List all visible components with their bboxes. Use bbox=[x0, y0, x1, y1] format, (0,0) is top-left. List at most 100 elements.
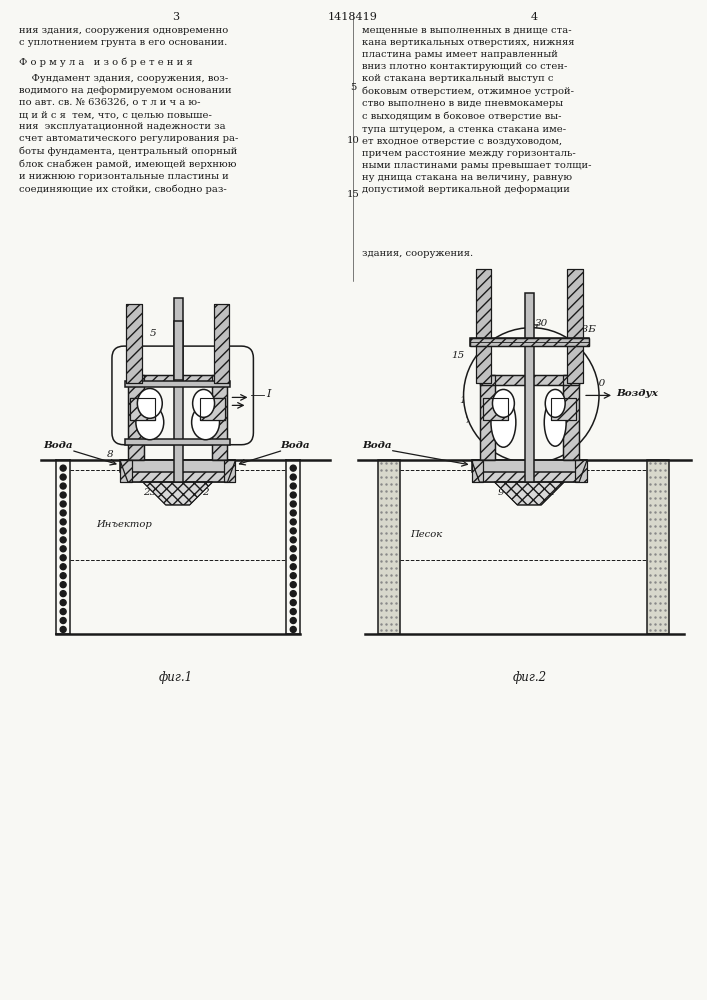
Bar bbox=[469, 338, 589, 346]
Text: фиг.2: фиг.2 bbox=[513, 671, 547, 684]
Text: 7: 7 bbox=[464, 416, 471, 425]
Bar bbox=[120, 460, 132, 482]
Text: 8: 8 bbox=[107, 450, 113, 459]
Circle shape bbox=[60, 582, 66, 588]
Ellipse shape bbox=[493, 389, 515, 417]
Bar bbox=[479, 375, 579, 385]
Ellipse shape bbox=[544, 398, 566, 446]
Circle shape bbox=[291, 501, 296, 507]
Bar bbox=[472, 460, 484, 482]
Circle shape bbox=[60, 510, 66, 516]
Text: мещенные в выполненных в днище ста-
кана вертикальных отверстиях, нижняя
пластин: мещенные в выполненных в днище ста- кана… bbox=[362, 26, 592, 194]
Bar bbox=[125, 381, 230, 387]
Bar bbox=[126, 304, 142, 383]
Bar bbox=[130, 398, 155, 420]
Bar bbox=[563, 375, 579, 460]
Bar bbox=[567, 269, 583, 383]
Ellipse shape bbox=[136, 405, 164, 440]
Bar bbox=[130, 398, 155, 420]
Circle shape bbox=[60, 528, 66, 534]
Bar bbox=[469, 338, 589, 346]
Text: 15: 15 bbox=[451, 351, 464, 360]
Circle shape bbox=[291, 627, 296, 632]
Circle shape bbox=[60, 564, 66, 570]
Bar bbox=[567, 269, 583, 383]
Bar bbox=[476, 269, 491, 383]
Text: 15: 15 bbox=[346, 190, 359, 199]
Circle shape bbox=[60, 501, 66, 507]
Bar bbox=[525, 293, 534, 482]
Polygon shape bbox=[143, 482, 213, 505]
Circle shape bbox=[291, 609, 296, 615]
Text: 12: 12 bbox=[459, 396, 472, 405]
Text: 3: 3 bbox=[117, 401, 124, 410]
Bar bbox=[214, 304, 230, 383]
Text: 5: 5 bbox=[149, 329, 156, 338]
Bar bbox=[214, 304, 230, 383]
Circle shape bbox=[291, 573, 296, 579]
Circle shape bbox=[60, 591, 66, 597]
Text: II: II bbox=[530, 324, 539, 334]
Circle shape bbox=[291, 483, 296, 489]
Circle shape bbox=[60, 546, 66, 552]
Text: 5: 5 bbox=[350, 83, 356, 92]
Bar bbox=[199, 398, 225, 420]
Circle shape bbox=[60, 465, 66, 471]
Text: 3: 3 bbox=[172, 12, 180, 22]
Bar bbox=[199, 398, 225, 420]
Text: 4: 4 bbox=[531, 12, 538, 22]
Text: Вода: Вода bbox=[362, 441, 392, 450]
Text: 30: 30 bbox=[534, 319, 548, 328]
Circle shape bbox=[60, 555, 66, 561]
Circle shape bbox=[291, 564, 296, 570]
Text: ния здания, сооружения одновременно
с уплотнением грунта в его основании.: ния здания, сооружения одновременно с уп… bbox=[19, 26, 228, 47]
Bar bbox=[211, 375, 228, 460]
Circle shape bbox=[291, 591, 296, 597]
Circle shape bbox=[291, 474, 296, 480]
Bar bbox=[484, 398, 508, 420]
Bar bbox=[120, 460, 132, 482]
Polygon shape bbox=[494, 482, 564, 505]
Circle shape bbox=[464, 328, 599, 463]
FancyBboxPatch shape bbox=[112, 346, 253, 445]
Bar bbox=[211, 375, 228, 460]
Text: Песок: Песок bbox=[410, 530, 442, 539]
Text: I: I bbox=[267, 389, 271, 399]
Bar bbox=[575, 460, 587, 482]
Bar bbox=[199, 398, 225, 420]
Bar bbox=[128, 375, 144, 460]
Text: 13Б: 13Б bbox=[575, 325, 597, 334]
Circle shape bbox=[291, 582, 296, 588]
Text: 10: 10 bbox=[592, 379, 606, 388]
Circle shape bbox=[60, 600, 66, 606]
Circle shape bbox=[291, 510, 296, 516]
Bar bbox=[130, 398, 155, 420]
Text: 20: 20 bbox=[580, 406, 594, 415]
Circle shape bbox=[60, 519, 66, 525]
Circle shape bbox=[291, 528, 296, 534]
Text: 14: 14 bbox=[542, 488, 556, 497]
Bar bbox=[378, 460, 400, 634]
Bar bbox=[479, 375, 496, 460]
Ellipse shape bbox=[192, 389, 214, 417]
Text: здания, сооружения.: здания, сооружения. bbox=[362, 249, 473, 258]
Bar bbox=[174, 298, 182, 482]
Bar bbox=[130, 398, 155, 420]
Bar bbox=[128, 375, 228, 385]
Bar bbox=[174, 321, 182, 380]
Bar bbox=[563, 375, 579, 460]
Bar bbox=[223, 460, 235, 482]
Circle shape bbox=[291, 537, 296, 543]
Bar bbox=[551, 398, 576, 420]
Circle shape bbox=[60, 474, 66, 480]
Polygon shape bbox=[120, 460, 235, 482]
Text: 2: 2 bbox=[202, 488, 209, 497]
Bar bbox=[479, 375, 496, 460]
Text: 9: 9 bbox=[498, 488, 505, 497]
Text: 29: 29 bbox=[171, 488, 185, 497]
Text: Вода: Вода bbox=[281, 441, 310, 450]
Text: 11: 11 bbox=[214, 401, 227, 410]
Bar bbox=[128, 375, 228, 385]
Circle shape bbox=[291, 555, 296, 561]
Circle shape bbox=[291, 618, 296, 624]
